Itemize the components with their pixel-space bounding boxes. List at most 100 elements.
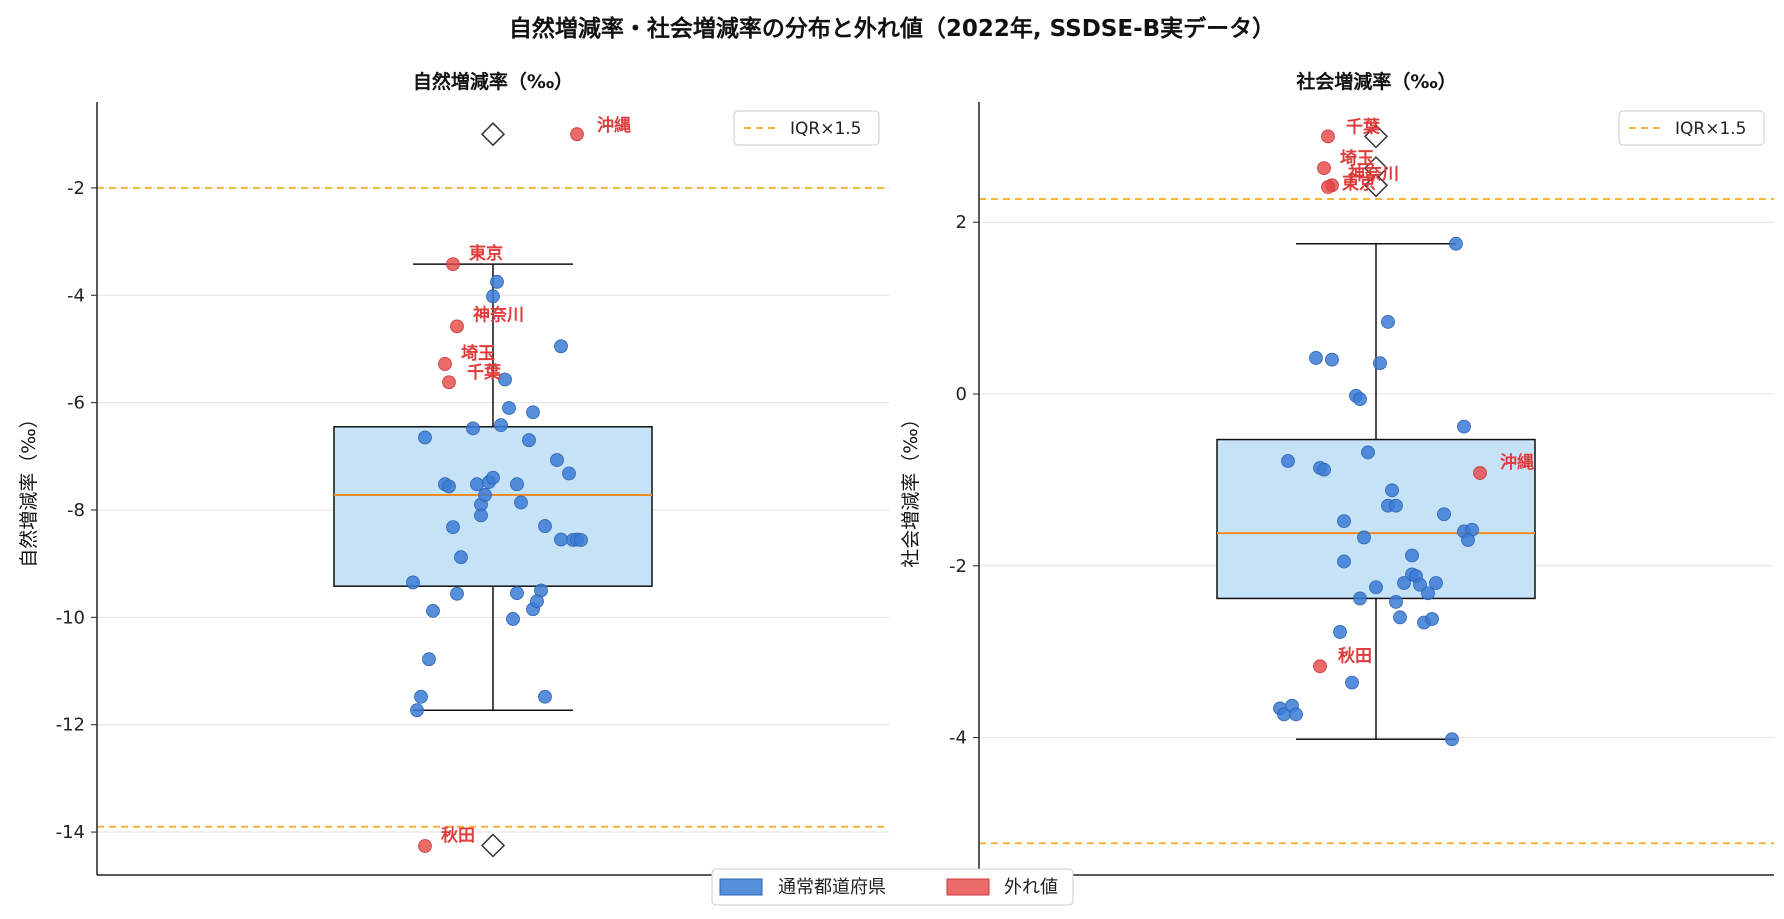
panel-legend-frame (1618, 110, 1765, 146)
panel-legend-frame (733, 110, 880, 146)
normal-point (1425, 612, 1439, 626)
y-tick-label: 0 (956, 384, 967, 405)
legend-label-normal: 通常都道府県 (778, 877, 886, 898)
y-tick-label: -8 (67, 500, 85, 521)
normal-point (1309, 351, 1323, 365)
outlier-label: 千葉 (467, 362, 502, 383)
y-tick-label: -2 (949, 556, 967, 577)
outlier-point (438, 357, 452, 371)
normal-point (574, 533, 588, 547)
normal-point (1437, 507, 1451, 522)
normal-point (1413, 577, 1427, 592)
normal-point (526, 405, 540, 420)
normal-point (422, 652, 436, 667)
normal-point (1405, 548, 1419, 563)
outlier-label: 秋田 (1338, 645, 1372, 666)
normal-point (490, 274, 504, 289)
normal-point (1369, 580, 1383, 595)
normal-point (1429, 576, 1443, 590)
normal-point (1457, 419, 1471, 434)
normal-point (1393, 610, 1407, 625)
normal-point (454, 550, 468, 565)
normal-point (1385, 483, 1399, 498)
normal-point (502, 401, 516, 415)
normal-point (1357, 530, 1371, 545)
normal-point (466, 421, 480, 436)
outlier-point (1321, 129, 1335, 144)
normal-point (1449, 236, 1463, 251)
y-tick-label: -14 (56, 822, 85, 843)
outlier-point (570, 127, 584, 142)
normal-point (1445, 732, 1459, 747)
normal-point (1353, 392, 1367, 407)
y-tick-label: -6 (67, 393, 85, 414)
normal-point (442, 479, 456, 494)
outlier-point (1317, 161, 1331, 176)
normal-point (1389, 594, 1403, 609)
normal-point (486, 470, 500, 485)
figure-legend: 通常都道府県 外れ値 (711, 868, 1074, 906)
outlier-label: 埼玉 (461, 343, 495, 364)
normal-point (494, 418, 508, 433)
normal-point (1325, 352, 1339, 367)
normal-point (446, 520, 460, 535)
normal-point (554, 532, 568, 547)
outlier-point (446, 257, 460, 272)
normal-point (1281, 454, 1295, 468)
outlier-label: 東京 (1342, 173, 1376, 194)
normal-point (510, 586, 524, 601)
outlier-label: 千葉 (1346, 116, 1381, 137)
outlier-label: 神奈川 (1348, 163, 1399, 184)
panel-title: 自然増減率（‰） (413, 70, 573, 93)
normal-point (410, 703, 424, 718)
normal-point (506, 612, 520, 626)
normal-point (554, 339, 568, 354)
legend-iqr-label: IQR×1.5 (790, 119, 862, 139)
normal-point (1353, 591, 1367, 606)
normal-point (1373, 356, 1387, 371)
figure-title: 自然増減率・社会増減率の分布と外れ値（2022年, SSDSE-B実データ） (509, 15, 1275, 42)
normal-point (406, 575, 420, 590)
outlier-point (1321, 180, 1335, 194)
outlier-point (1473, 466, 1487, 480)
normal-point (414, 689, 428, 704)
flier-marker (480, 833, 506, 858)
y-axis-label: 社会増減率（‰） (900, 409, 922, 568)
outlier-point (450, 319, 464, 334)
normal-point (426, 603, 440, 618)
y-tick-label: -10 (56, 607, 85, 628)
iqr-box (1216, 438, 1536, 600)
normal-point (478, 488, 492, 502)
normal-point (1317, 462, 1331, 477)
normal-point (1461, 533, 1475, 547)
y-tick-label: -12 (56, 715, 85, 736)
normal-point (498, 372, 512, 387)
figure-legend-frame (711, 868, 1074, 906)
legend-swatch-outlier (946, 878, 990, 896)
legend-iqr-label: IQR×1.5 (1675, 119, 1747, 139)
panel-legend: IQR×1.5 (733, 110, 880, 146)
normal-point (538, 689, 552, 704)
legend-swatch-normal (719, 878, 763, 896)
normal-point (1345, 675, 1359, 690)
normal-point (1337, 514, 1351, 529)
iqr-box (333, 426, 653, 587)
flier-marker (1363, 124, 1389, 149)
outlier-point (1313, 659, 1327, 674)
normal-point (1389, 498, 1403, 513)
normal-point (418, 430, 432, 445)
outlier-label: 神奈川 (473, 304, 524, 325)
outlier-point (442, 375, 456, 390)
flier-marker (480, 122, 506, 147)
normal-point (1289, 707, 1303, 722)
normal-point (1361, 445, 1375, 460)
outlier-point (418, 839, 432, 853)
outlier-label: 沖縄 (597, 115, 631, 136)
y-axis-label: 自然増減率（‰） (18, 409, 40, 568)
normal-point (538, 519, 552, 533)
normal-point (1397, 576, 1411, 590)
normal-point (1421, 586, 1435, 601)
